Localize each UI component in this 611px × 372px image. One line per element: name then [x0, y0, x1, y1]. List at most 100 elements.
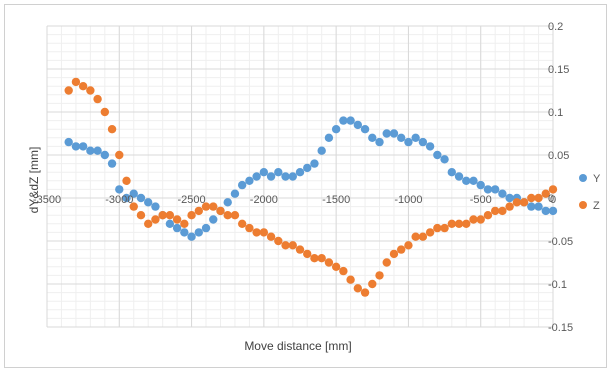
point-y — [454, 172, 464, 181]
point-y — [100, 150, 110, 160]
point-z — [519, 198, 529, 207]
point-y — [136, 193, 146, 203]
y-tick-label: 0.05 — [548, 150, 569, 162]
point-z — [310, 254, 319, 263]
point-y — [64, 137, 73, 147]
x-tick-label: -3500 — [33, 194, 61, 206]
point-y — [223, 198, 232, 207]
point-z — [216, 206, 225, 216]
point-y — [209, 215, 218, 224]
point-z — [483, 211, 493, 220]
point-y — [548, 206, 558, 216]
point-y — [534, 202, 543, 211]
point-y — [397, 133, 406, 142]
point-y — [527, 202, 536, 211]
y-tick-label: -0.15 — [548, 322, 573, 334]
point-y — [151, 202, 160, 211]
x-tick-label: -2500 — [178, 194, 206, 206]
point-z — [237, 219, 247, 228]
point-z — [259, 228, 269, 237]
point-z — [274, 236, 283, 246]
point-y — [433, 150, 442, 160]
point-y — [490, 185, 500, 194]
series-layer — [64, 77, 558, 297]
point-z — [172, 215, 182, 224]
point-z — [512, 198, 522, 207]
point-y — [252, 172, 261, 181]
legend-marker-z — [579, 201, 587, 209]
point-y — [288, 172, 297, 181]
point-y — [115, 185, 124, 194]
point-y — [230, 189, 240, 198]
point-z — [129, 202, 138, 211]
point-y — [201, 223, 211, 233]
point-z — [397, 245, 406, 254]
point-y — [107, 159, 117, 168]
point-z — [541, 189, 550, 198]
point-y — [368, 133, 377, 142]
point-y — [476, 180, 485, 190]
point-z — [245, 223, 254, 233]
point-y — [360, 125, 370, 134]
point-z — [100, 107, 110, 117]
series-z — [64, 77, 558, 297]
point-y — [187, 232, 196, 241]
point-z — [252, 228, 261, 237]
point-z — [382, 258, 391, 267]
point-z — [78, 82, 88, 91]
point-y — [165, 219, 175, 228]
point-y — [375, 137, 384, 147]
point-z — [425, 228, 435, 237]
y-tick-label: 0.2 — [548, 21, 563, 33]
point-y — [440, 155, 449, 164]
point-y — [93, 146, 102, 155]
point-y — [317, 146, 326, 155]
point-z — [505, 202, 514, 211]
point-z — [498, 206, 507, 216]
point-z — [433, 223, 442, 233]
point-y — [541, 206, 550, 216]
point-z — [454, 219, 464, 228]
point-y — [310, 159, 319, 168]
point-y — [447, 168, 456, 177]
point-z — [158, 211, 167, 220]
point-y — [281, 172, 290, 181]
y-tick-label: -0.1 — [548, 279, 567, 291]
point-y — [498, 189, 507, 198]
point-y — [78, 142, 88, 151]
point-y — [469, 176, 478, 185]
point-z — [360, 288, 370, 297]
point-z — [490, 206, 500, 216]
point-y — [389, 129, 399, 138]
point-y — [274, 168, 283, 177]
point-z — [346, 275, 355, 284]
point-z — [447, 219, 456, 228]
point-y — [353, 120, 363, 130]
x-tick-label: -3000 — [105, 194, 133, 206]
point-y — [418, 137, 428, 147]
x-tick-label: -1000 — [394, 194, 422, 206]
x-tick-label: -2000 — [250, 194, 278, 206]
point-z — [136, 211, 146, 220]
point-z — [281, 241, 290, 250]
point-z — [375, 271, 384, 280]
point-z — [165, 211, 175, 220]
legend-label-z: Z — [593, 200, 600, 212]
point-y — [194, 228, 203, 237]
point-z — [548, 185, 558, 194]
point-z — [180, 219, 189, 228]
point-z — [353, 284, 363, 293]
legend-marker-y — [579, 174, 587, 182]
point-z — [295, 245, 305, 254]
point-z — [201, 202, 211, 211]
point-y — [122, 193, 131, 203]
point-y — [505, 193, 514, 203]
point-z — [303, 249, 312, 259]
point-y — [295, 168, 305, 177]
point-z — [115, 150, 124, 160]
point-z — [404, 241, 413, 250]
point-z — [64, 86, 73, 95]
point-z — [93, 94, 102, 104]
point-y — [411, 133, 420, 142]
y-tick-label: 0 — [548, 193, 554, 205]
